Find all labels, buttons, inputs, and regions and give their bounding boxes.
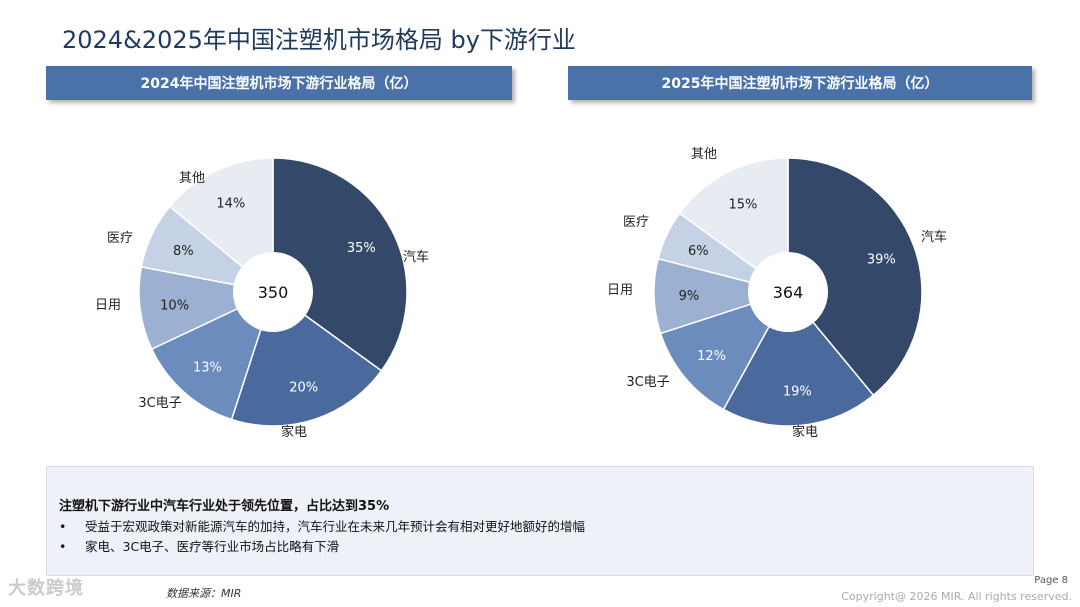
pie-slice-3: [659, 290, 790, 411]
summary-headline: 注塑机下游行业中汽车行业处于领先位置，占比达到35%: [59, 499, 390, 514]
slice-value-label: 10%: [160, 298, 189, 313]
pie-slice-1: [272, 157, 408, 372]
slice-value-label: 14%: [216, 196, 245, 211]
pie-slice-3: [150, 290, 275, 421]
donut-hole: [233, 252, 313, 332]
donut-center-total: 350: [258, 283, 289, 302]
slice-category-label: 汽车: [921, 229, 947, 245]
bullet-symbol: •: [59, 519, 67, 534]
slice-value-label: 12%: [697, 349, 726, 364]
chart-header-2024: 2024年中国注塑机市场下游行业格局（亿）: [46, 66, 512, 100]
slice-value-label: 19%: [783, 385, 812, 400]
slice-category-label: 3C电子: [626, 375, 669, 390]
page-title: 2024&2025年中国注塑机市场格局 by下游行业: [62, 26, 576, 54]
slice-category-label: 家电: [792, 424, 818, 440]
slice-category-label: 汽车: [403, 249, 429, 265]
data-source: 数据来源：MIR: [166, 587, 242, 600]
slice-category-label: 医疗: [623, 215, 649, 230]
copyright: Copyright@ 2026 MIR. All rights reserved…: [841, 590, 1072, 603]
slice-value-label: 20%: [289, 380, 318, 395]
watermark: 大数跨境: [8, 578, 84, 599]
slice-category-label: 医疗: [107, 231, 133, 246]
chart-header-2025: 2025年中国注塑机市场下游行业格局（亿）: [568, 66, 1032, 100]
bullet-text: 家电、3C电子、医疗等行业市场占比略有下滑: [85, 539, 340, 554]
donut-chart-2024: 35% 汽车 20% 家电 13% 3C电子 10% 日用 8% 医疗 14% 其他 350: [95, 157, 429, 440]
slice-value-label: 39%: [867, 252, 896, 267]
slice-category-label: 日用: [95, 298, 121, 313]
slice-category-label: 其他: [179, 171, 205, 186]
bullet-text: 受益于宏观政策对新能源汽车的加持，汽车行业在未来几年预计会有相对更好地额好的增幅: [85, 519, 586, 534]
pie-slice-6: [678, 157, 789, 294]
slice-category-label: 日用: [607, 283, 633, 298]
donut-chart-2025: 39% 汽车 19% 家电 12% 3C电子 9% 日用 6% 医疗 15% 其他 364: [607, 147, 947, 440]
slice-value-label: 8%: [173, 244, 194, 259]
slice-category-label: 3C电子: [138, 396, 181, 411]
summary-bullet: • 受益于宏观政策对新能源汽车的加持，汽车行业在未来几年预计会有相对更好地额好的增…: [59, 516, 585, 535]
donut-hole: [748, 252, 828, 332]
slice-value-label: 9%: [679, 289, 700, 304]
summary-bullet: • 家电、3C电子、医疗等行业市场占比略有下滑: [59, 536, 339, 555]
pie-slice-2: [722, 290, 875, 427]
slice-category-label: 家电: [281, 424, 307, 440]
donut-center-total: 364: [773, 283, 804, 302]
bullet-symbol: •: [59, 539, 67, 554]
summary-box: 注塑机下游行业中汽车行业处于领先位置，占比达到35% • 受益于宏观政策对新能源汽…: [46, 466, 1034, 576]
slice-value-label: 13%: [193, 360, 222, 375]
page-number: Page 8: [1034, 575, 1068, 586]
slice-category-label: 其他: [691, 147, 717, 162]
slice-value-label: 6%: [688, 244, 709, 259]
slice-value-label: 15%: [729, 198, 758, 213]
slice-value-label: 35%: [347, 241, 376, 256]
pie-slice-1: [787, 157, 923, 397]
pie-slice-6: [168, 157, 274, 294]
